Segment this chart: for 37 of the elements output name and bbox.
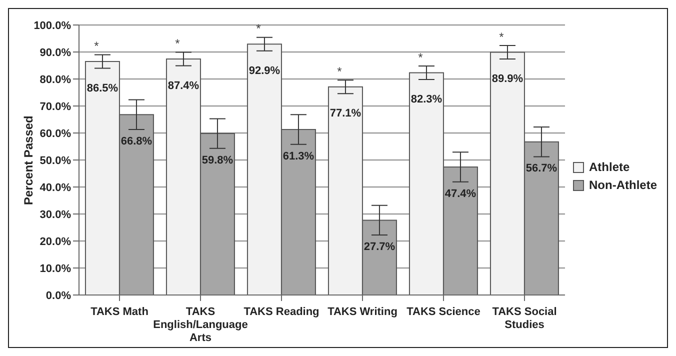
annotation: *: [337, 64, 342, 78]
y-tick-label: 70.0%: [40, 100, 72, 113]
x-tick-label: TAKS Reading: [244, 306, 320, 318]
y-tick-label: 0.0%: [46, 290, 72, 302]
data-label: 89.9%: [492, 73, 524, 86]
data-label: 77.1%: [330, 108, 362, 120]
data-label: 56.7%: [526, 162, 558, 175]
annotation: *: [256, 22, 262, 36]
y-tick-label: 20.0%: [40, 236, 72, 248]
y-tick-label: 30.0%: [40, 208, 72, 221]
data-label: 86.5%: [86, 82, 118, 94]
data-label: 61.3%: [282, 150, 314, 162]
y-axis-title: Percent Passed: [21, 116, 36, 205]
x-tick-label: TAKS Math: [90, 306, 149, 318]
y-tick-label: 10.0%: [40, 262, 72, 275]
x-tick-label: TAKS Writing: [328, 306, 398, 318]
data-label: 47.4%: [444, 188, 476, 200]
x-tick-label: TAKS Science: [406, 306, 480, 318]
annotation: *: [418, 50, 424, 64]
y-tick-label: 100.0%: [34, 20, 72, 32]
y-tick-label: 60.0%: [40, 128, 72, 140]
data-label: 27.7%: [364, 241, 396, 254]
y-tick-label: 90.0%: [40, 46, 72, 59]
legend-label: Athlete: [589, 160, 630, 174]
data-label: 82.3%: [410, 94, 442, 106]
annotation: *: [499, 30, 504, 44]
data-label: 87.4%: [168, 80, 200, 92]
data-label: 66.8%: [120, 135, 152, 148]
annotation: *: [94, 38, 100, 53]
x-tick-label: TAKS Social Studies: [492, 306, 557, 331]
y-tick-label: 80.0%: [40, 74, 72, 86]
legend-label: Non-Athlete: [589, 178, 657, 192]
data-label: 92.9%: [248, 64, 280, 77]
annotation: *: [175, 36, 180, 51]
y-tick-label: 40.0%: [40, 182, 72, 194]
data-label: 59.8%: [202, 154, 234, 166]
y-tick-label: 50.0%: [40, 154, 72, 167]
